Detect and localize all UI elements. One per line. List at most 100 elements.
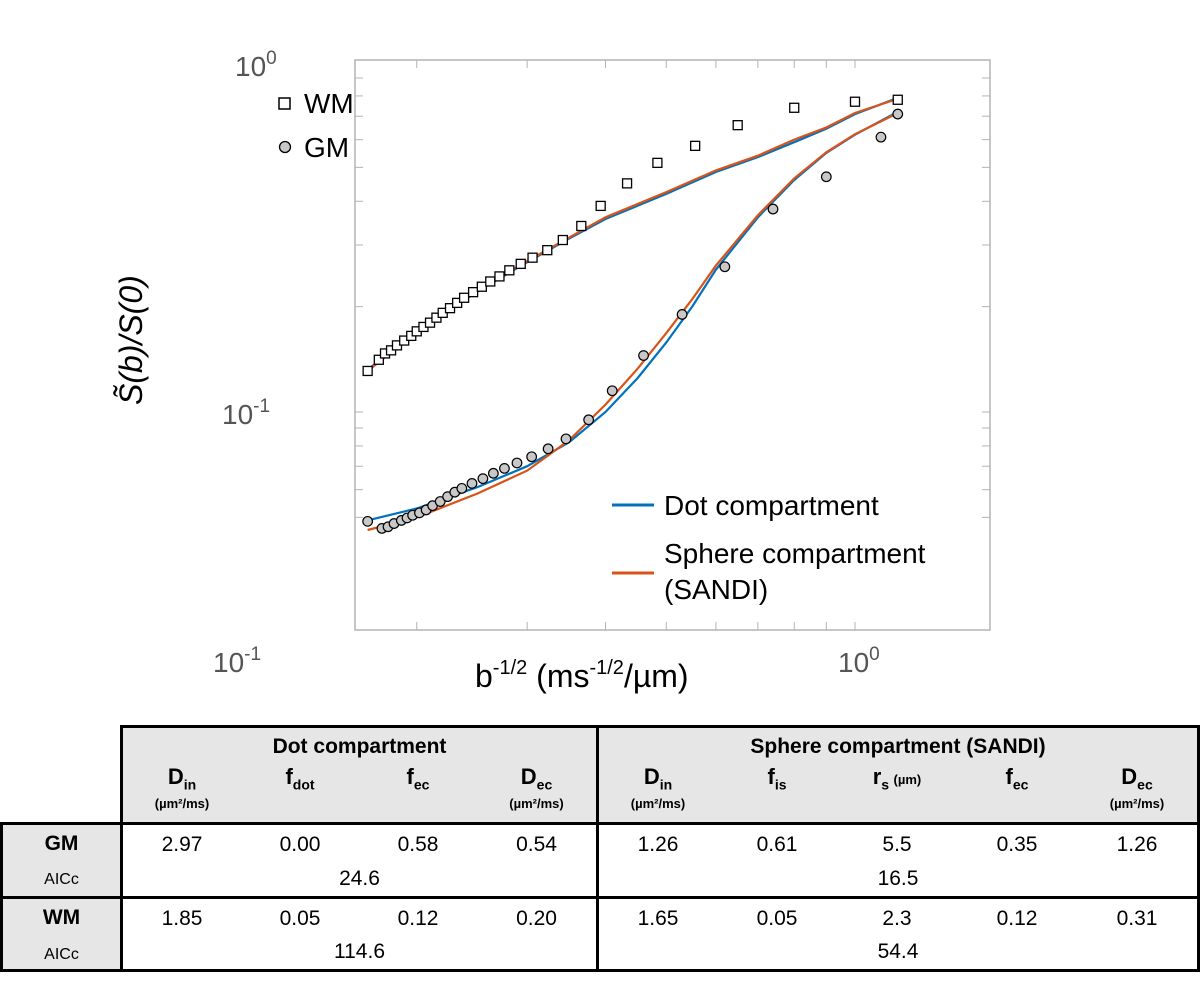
gm-data-point — [676, 309, 688, 320]
wm-data-point — [652, 157, 663, 169]
gm-data-point — [875, 131, 887, 143]
wm-data-point — [621, 178, 633, 189]
y-tick-label-0: 10-1 — [222, 396, 270, 430]
gm-sphere-din: 1.26 — [637, 833, 679, 856]
legend-sphere-label-1: Sphere compartment — [664, 538, 926, 569]
x-tick-label-0: 10-1 — [213, 644, 261, 678]
col-header-dot-din: Din (µm²/ms) — [154, 764, 210, 812]
wm-dot-fdot: 0.05 — [279, 907, 321, 930]
legend-sphere-label-2: (SANDI) — [664, 574, 768, 605]
col-header-sphere-dec: Dec (µm²/ms) — [1109, 764, 1165, 812]
aicc-label-wm: AICc — [44, 946, 79, 963]
wm-data-point — [527, 252, 538, 263]
gm-sphere-rs: 5.5 — [882, 833, 912, 856]
legend-square-icon — [278, 97, 291, 110]
legend-wm-label: WM — [304, 88, 354, 119]
wm-label-shade — [3, 899, 122, 972]
wm-data-point — [485, 276, 496, 287]
gm-label-shade — [3, 824, 122, 896]
gm-data-point — [767, 203, 779, 215]
wm-sphere-fis: 0.05 — [756, 907, 798, 930]
gm-dot-din: 2.97 — [161, 833, 203, 856]
wm-data-point — [542, 245, 553, 256]
table-left-border — [0, 822, 3, 972]
wm-data-point — [515, 258, 526, 270]
table-top-border — [120, 725, 1200, 728]
x-tick-label-1: 100 — [838, 644, 880, 678]
wm-data-point — [476, 281, 487, 292]
gm-sphere-dec: 1.26 — [1116, 833, 1158, 856]
gm-data-point — [542, 443, 554, 455]
col-header-sphere-din: Din (µm²/ms) — [630, 764, 686, 812]
gm-data-point — [820, 171, 832, 183]
col-header-sphere-fis: fis — [767, 764, 787, 793]
wm-dot-aicc: 114.6 — [334, 940, 385, 963]
table-bottom-border — [0, 969, 1200, 972]
data-points — [362, 94, 904, 534]
wm-data-point — [849, 96, 861, 107]
gm-dot-dec: 0.54 — [516, 833, 557, 856]
plot-area — [354, 59, 991, 631]
gm-data-point — [560, 433, 572, 445]
table-label-divider — [120, 725, 123, 972]
wm-sphere-dec: 0.31 — [1116, 907, 1158, 930]
dot-group-heading: Dot compartment — [272, 735, 447, 758]
wm-data-point — [789, 102, 800, 113]
wm-data-point — [362, 365, 373, 377]
row-label-wm: WM — [42, 906, 81, 929]
wm-sphere-aicc: 54.4 — [877, 940, 919, 963]
wm-data-point — [690, 140, 701, 152]
fit-line-gm-sphere-compartment — [367, 112, 899, 532]
gm-data-point — [583, 414, 595, 426]
wm-data-point — [595, 200, 606, 212]
gm-data-point — [606, 385, 618, 397]
table-right-border — [1197, 725, 1200, 972]
sphere-group-heading: Sphere compartment (SANDI) — [750, 735, 1046, 758]
gm-data-point — [487, 467, 499, 479]
wm-sphere-fec: 0.12 — [996, 907, 1038, 930]
gm-data-point — [499, 463, 510, 474]
gm-data-point — [362, 515, 374, 527]
wm-sphere-din: 1.65 — [637, 907, 679, 930]
legend-circle-icon — [278, 140, 292, 154]
table-header-bottom — [0, 822, 1200, 825]
col-header-dot-fdot: fdot — [285, 764, 315, 793]
gm-data-point — [477, 473, 489, 485]
gm-data-point — [638, 350, 649, 361]
wm-data-point — [444, 303, 456, 314]
legend-dot-label: Dot compartment — [664, 490, 879, 521]
wm-sphere-rs: 2.3 — [882, 907, 912, 930]
gm-dot-aicc: 24.6 — [339, 867, 380, 890]
col-header-dot-dec: Dec (µm²/ms) — [509, 764, 564, 812]
gm-sphere-aicc: 16.5 — [877, 867, 919, 890]
col-header-sphere-rs: rs (µm) — [872, 764, 922, 793]
wm-data-point — [576, 220, 587, 232]
gm-dot-fec: 0.58 — [397, 833, 439, 856]
gm-data-point — [526, 451, 538, 463]
wm-data-point — [504, 265, 515, 276]
gm-data-point — [892, 108, 904, 120]
wm-data-point — [458, 292, 470, 303]
wm-data-point — [732, 120, 743, 131]
x-axis-label: b-1/2 (ms-1/2/µm) — [475, 657, 689, 694]
col-header-sphere-fec: fec — [1005, 764, 1029, 793]
gm-sphere-fis: 0.61 — [756, 833, 798, 856]
gm-data-point — [466, 478, 478, 489]
y-axis-label: S̃(b)/S(0) — [113, 275, 149, 405]
results-table: Dot compartment Sphere compartment (SAND… — [0, 725, 1200, 987]
gm-data-point — [511, 457, 523, 469]
wm-data-point — [557, 234, 568, 246]
wm-data-point — [467, 287, 479, 298]
row-label-gm: GM — [44, 832, 79, 855]
wm-data-point — [892, 94, 903, 105]
wm-dot-fec: 0.12 — [397, 907, 439, 930]
y-tick-label-1: 100 — [235, 48, 277, 82]
gm-data-point — [719, 261, 731, 273]
col-header-dot-fec: fec — [406, 764, 430, 793]
gm-data-point — [456, 482, 468, 494]
wm-data-point — [494, 271, 505, 282]
ticks — [355, 60, 990, 630]
aicc-label-gm: AICc — [44, 871, 79, 888]
gm-sphere-fec: 0.35 — [996, 833, 1038, 856]
gm-data-point — [434, 496, 446, 507]
